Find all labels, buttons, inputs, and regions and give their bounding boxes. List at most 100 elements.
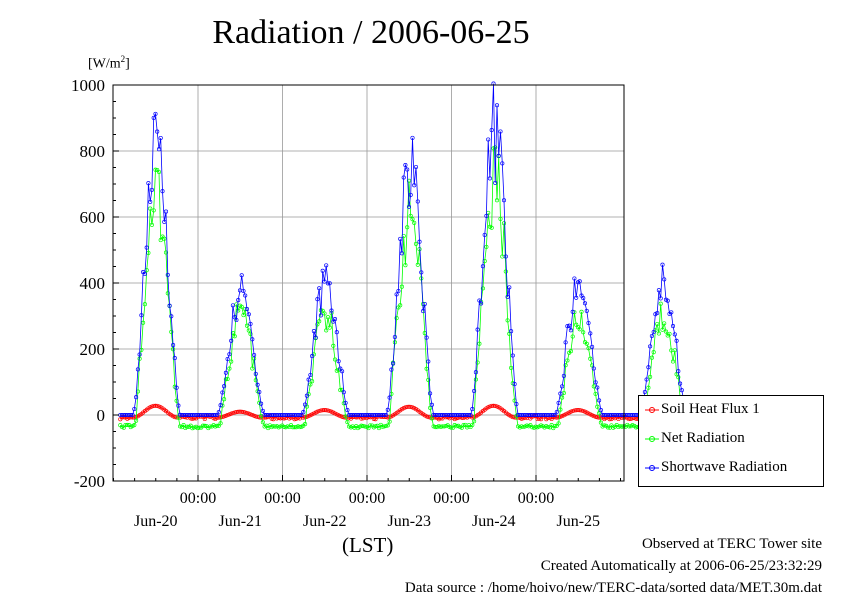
series-point-1: [648, 374, 653, 379]
series-point-1: [493, 145, 498, 150]
series-point-1: [125, 422, 130, 427]
series-point-2: [318, 313, 323, 318]
series-point-2: [658, 296, 663, 301]
y-axis-unit: [W/m2]: [88, 54, 130, 72]
series-point-2: [593, 380, 598, 385]
series-point-1: [428, 405, 433, 410]
series-point-2: [299, 412, 304, 418]
series-point-0: [581, 408, 586, 414]
series-point-1: [484, 244, 489, 249]
series-point-1: [285, 424, 290, 429]
series-point-1: [215, 423, 220, 428]
series-point-2: [484, 213, 489, 218]
series-point-1: [359, 423, 364, 428]
footer-observed: Observed at TERC Tower site: [641, 536, 822, 552]
series-point-1: [498, 216, 503, 221]
series-point-2: [155, 129, 160, 134]
y-tick-label: 600: [80, 208, 106, 227]
series-point-2: [660, 262, 665, 267]
series-point-0: [568, 409, 573, 414]
series-point-0: [493, 403, 498, 408]
series-point-2: [646, 365, 651, 370]
series-point-0: [338, 414, 343, 419]
y-tick-label: 400: [80, 274, 106, 293]
series-point-1: [412, 220, 417, 225]
series-point-2: [574, 295, 579, 300]
series-point-2: [384, 412, 389, 418]
series-point-1: [292, 425, 297, 430]
series-point-2: [167, 303, 172, 308]
series-point-1: [394, 316, 399, 321]
series-point-2: [577, 279, 582, 284]
series-point-1: [266, 426, 271, 431]
series-point-2: [255, 382, 260, 387]
series-point-2: [422, 301, 427, 307]
series-point-0: [253, 414, 258, 419]
series-point-2: [234, 317, 239, 323]
series-point-2: [672, 332, 677, 337]
series-point-0: [325, 408, 331, 413]
series-point-2: [149, 187, 154, 192]
series-point-2: [146, 181, 151, 186]
series-point-1: [303, 422, 308, 427]
series-point-1: [176, 415, 181, 420]
series-point-2: [259, 401, 264, 406]
series-point-0: [591, 414, 596, 419]
series-point-2: [428, 391, 433, 396]
series-point-2: [561, 373, 566, 378]
series-point-2: [410, 135, 415, 140]
series-point-1: [202, 423, 207, 428]
x-date-label: Jun-22: [303, 513, 347, 530]
series-point-2: [475, 327, 480, 332]
series-point-1: [156, 169, 162, 175]
series-point-1: [322, 311, 327, 316]
legend-label-net: Net Radiation: [661, 430, 745, 446]
series-point-2: [669, 310, 674, 315]
series-point-2: [227, 352, 232, 357]
series-point-1: [521, 424, 526, 430]
series-point-1: [586, 346, 591, 351]
series-point-1: [667, 331, 672, 336]
series-point-1: [227, 366, 232, 371]
series-point-2: [401, 175, 406, 180]
series-point-1: [376, 426, 382, 431]
series-point-2: [505, 294, 510, 299]
series-point-1: [399, 284, 404, 289]
series-point-1: [148, 206, 153, 211]
series-point-2: [338, 366, 343, 371]
series-point-2: [554, 409, 559, 415]
legend-item-soil: Soil Heat Flux 1: [639, 399, 823, 421]
series-point-1: [676, 375, 681, 380]
series-point-1: [646, 385, 651, 390]
series-point-2: [665, 298, 670, 303]
series-point-1: [232, 334, 237, 339]
series-point-2: [642, 389, 647, 395]
x-axis-label: (LST): [342, 533, 394, 557]
series-point-2: [387, 395, 392, 400]
series-point-2: [308, 372, 313, 378]
series-point-1: [223, 377, 228, 382]
x-date-label: Jun-23: [387, 513, 431, 530]
series-point-2: [392, 334, 397, 340]
series-point-1: [331, 343, 336, 348]
series-point-2: [174, 385, 179, 390]
legend-symbol-soil: [645, 407, 659, 413]
series-point-2: [493, 180, 498, 185]
series-point-1: [387, 419, 392, 424]
series-point-2: [128, 412, 133, 418]
series-point-2: [581, 296, 586, 301]
series-point-1: [362, 424, 368, 429]
series-point-1: [442, 424, 447, 429]
series-point-2: [656, 288, 661, 293]
series-point-2: [644, 377, 649, 382]
series-point-1: [503, 269, 508, 274]
series-point-1: [595, 404, 600, 409]
series-point-1: [153, 167, 158, 172]
series-point-1: [605, 425, 610, 430]
series-point-1: [185, 424, 190, 429]
series-point-2: [158, 135, 163, 141]
series-point-1: [588, 356, 593, 361]
series-point-1: [253, 378, 258, 383]
series-point-2: [551, 412, 556, 418]
series-point-1: [334, 368, 339, 373]
